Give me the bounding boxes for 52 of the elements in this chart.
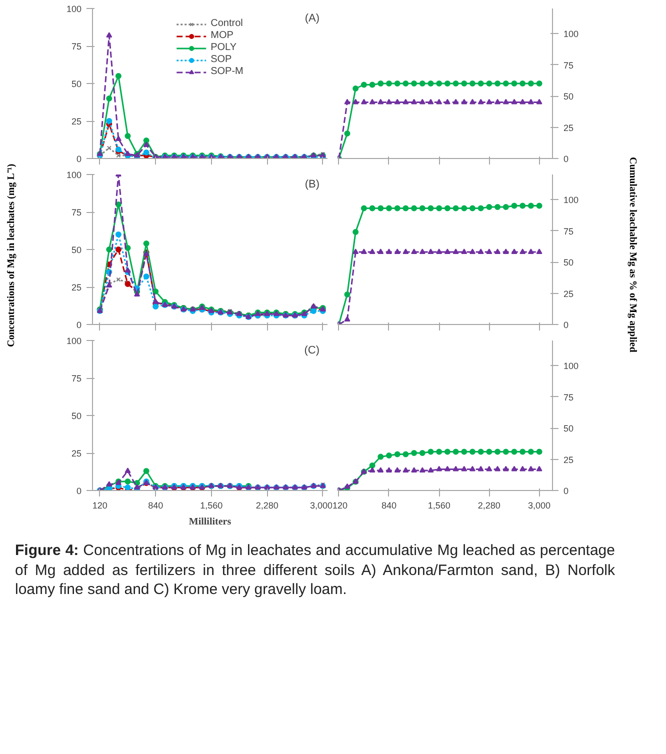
annotation: (B) (304, 178, 320, 190)
y2-tick-label: 0 (564, 486, 569, 496)
x-tick-label: 840 (148, 500, 164, 510)
y-tick-label: 25 (71, 116, 82, 126)
y2-axis-title: Cumulative leachable Mg as % of Mg applied (626, 157, 639, 353)
y2-tick-label: 25 (564, 288, 574, 299)
y-tick-label: 0 (76, 320, 82, 330)
y-tick-label: 50 (71, 245, 82, 255)
caption: Figure 4: Concentrations of Mg in leachates and accumulative Mg leached as percentage of Mg added as fertilizers in three different soils A) Ankona/Farmton sand, B) Norfolk loamy fine sand and C) Krome very gravelly loam. (15, 541, 615, 600)
x-tick-label: 120 (92, 500, 108, 510)
y2-tick-label: 75 (564, 226, 574, 236)
y2-tick-label: 50 (564, 424, 574, 434)
y-tick-label: 100 (66, 336, 82, 346)
y2-tick-label: 0 (564, 320, 569, 330)
legend-label: POLY (210, 42, 237, 53)
y-tick-label: 50 (71, 411, 82, 421)
y-tick-label: 25 (71, 448, 82, 458)
x-tick-label: 840 (381, 500, 397, 510)
y2-tick-label: 100 (564, 29, 579, 39)
y-tick-label: 75 (71, 374, 82, 384)
x-tick-label: 2,280 (478, 500, 500, 510)
annotation: (C) (304, 344, 320, 356)
y2-tick-label: 75 (564, 392, 574, 402)
y-tick-label: 75 (71, 42, 82, 52)
legend-label: Control (210, 18, 243, 29)
y-tick-label: 0 (76, 486, 82, 496)
x-tick-label: 120 (332, 500, 348, 510)
x-tick-label: 1,560 (200, 500, 223, 510)
legend-label: SOP-M (210, 66, 244, 77)
x-axis-title: Milliliters (188, 516, 232, 528)
y2-tick-label: 25 (564, 122, 574, 133)
y-tick-label: 50 (71, 79, 82, 89)
y-axis-title: Concentrations of Mg in leachates (mg L⁻¹) (5, 163, 18, 347)
y-tick-label: 25 (71, 282, 82, 292)
y-tick-label: 75 (71, 208, 82, 218)
y2-tick-label: 0 (564, 154, 569, 164)
y-tick-label: 0 (76, 154, 82, 164)
y-tick-label: 100 (66, 4, 82, 14)
y2-tick-label: 50 (564, 258, 574, 268)
x-tick-label: 2,280 (256, 500, 278, 510)
x-tick-label: 3,000 (528, 500, 551, 510)
legend-label: SOP (210, 54, 232, 65)
y-tick-label: 100 (66, 170, 82, 180)
y2-tick-label: 50 (564, 92, 574, 102)
annotation: (A) (304, 12, 320, 24)
x-tick-label: 1,560 (428, 500, 450, 510)
x-tick-label: 3,000 (310, 500, 333, 510)
y2-tick-label: 25 (564, 454, 574, 465)
y2-tick-label: 100 (564, 361, 579, 371)
legend-label: MOP (210, 30, 234, 41)
y2-tick-label: 75 (564, 60, 574, 70)
y2-tick-label: 100 (564, 195, 579, 205)
